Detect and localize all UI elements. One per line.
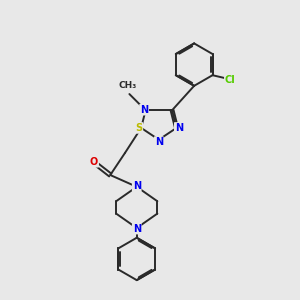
Text: CH₃: CH₃ [119, 81, 137, 90]
Text: N: N [133, 181, 141, 191]
Text: S: S [135, 123, 142, 133]
Text: O: O [90, 157, 98, 167]
Text: Cl: Cl [225, 75, 236, 85]
Text: N: N [140, 105, 148, 115]
Text: N: N [175, 123, 183, 133]
Text: N: N [133, 224, 141, 234]
Text: N: N [155, 137, 163, 147]
